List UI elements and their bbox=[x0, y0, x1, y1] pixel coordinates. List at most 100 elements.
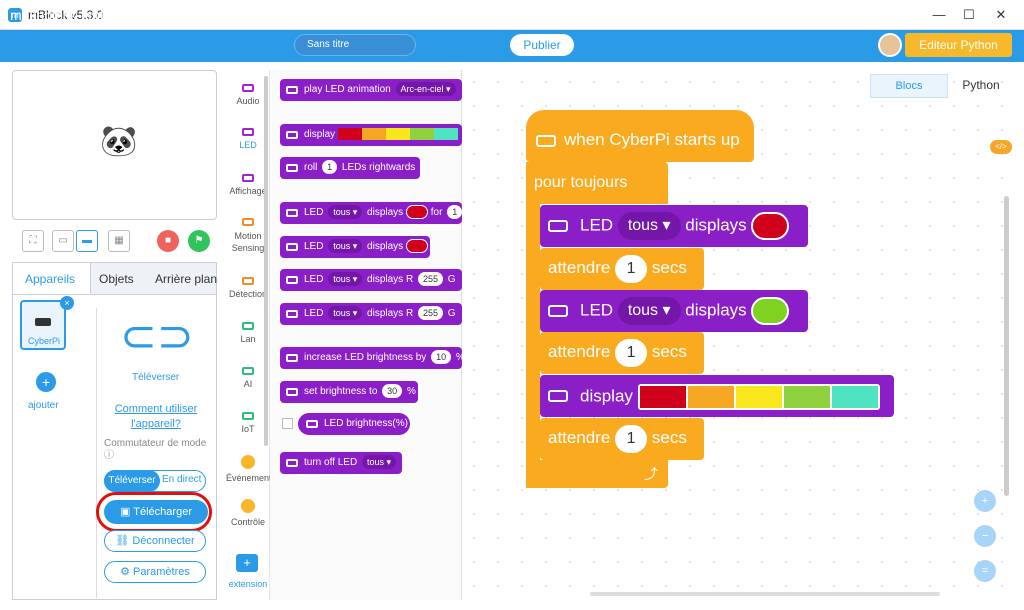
r-value[interactable]: 255 bbox=[417, 306, 443, 320]
block-turn-off-led[interactable]: turn off LED tous ▾ bbox=[280, 452, 402, 474]
turn-off-dropdown[interactable]: tous ▾ bbox=[361, 455, 396, 469]
led-brightness-checkbox[interactable] bbox=[282, 418, 293, 429]
category-scrollbar[interactable] bbox=[264, 76, 268, 446]
python-editor-button[interactable]: Editeur Python bbox=[905, 33, 1012, 57]
publish-button[interactable]: Publier bbox=[510, 34, 574, 56]
tab-python[interactable]: Python bbox=[962, 78, 1000, 92]
block-led-displays-for[interactable]: LED tous ▾ displays for 1 bbox=[280, 202, 462, 224]
swatch-yellow[interactable] bbox=[735, 386, 782, 408]
more-menu[interactable]: ••• bbox=[858, 8, 871, 22]
tab-blocks[interactable]: Blocs bbox=[870, 74, 948, 98]
green-flag-button[interactable]: ⚑ bbox=[188, 230, 210, 252]
settings-button[interactable]: ⚙ Paramètres bbox=[104, 561, 206, 583]
swatch-red[interactable] bbox=[337, 128, 362, 141]
workspace-vertical-scrollbar[interactable] bbox=[1004, 196, 1009, 496]
script-display-colors[interactable]: display bbox=[540, 375, 894, 417]
roll-number[interactable]: 1 bbox=[322, 160, 338, 174]
mode-upload-option[interactable]: Téléverser bbox=[104, 470, 160, 492]
block-increase-brightness[interactable]: increase LED brightness by 10 % bbox=[280, 347, 462, 369]
disconnect-button[interactable]: ⛓ Déconnecter bbox=[104, 530, 206, 552]
block-led-brightness-reporter[interactable]: LED brightness(%) bbox=[298, 413, 410, 435]
category-control[interactable]: Contrôle bbox=[226, 499, 270, 527]
block-roll-leds[interactable]: roll 1 LEDs rightwards bbox=[280, 157, 420, 179]
category-iot[interactable]: IoT bbox=[226, 412, 270, 434]
block-led-displays-rgb-2[interactable]: LED tous ▾ displays R 255 G bbox=[280, 303, 462, 325]
block-led-displays[interactable]: LED tous ▾ displays bbox=[280, 236, 430, 258]
brightness-value[interactable]: 30 bbox=[382, 384, 403, 398]
download-button[interactable]: ▣ Télécharger bbox=[104, 500, 208, 524]
add-device-button[interactable]: + bbox=[36, 372, 56, 392]
fullscreen-icon[interactable]: ⛶ bbox=[22, 230, 44, 252]
block-play-led-animation[interactable]: play LED animation Arc-en-ciel ▾ bbox=[280, 79, 462, 101]
block-set-brightness[interactable]: set brightness to 30 % bbox=[280, 381, 418, 403]
category-detection[interactable]: Détection bbox=[226, 277, 270, 299]
category-motion-sensing[interactable]: Motion Sensing bbox=[226, 218, 270, 254]
script-wait-1[interactable]: attendre 1 secs bbox=[540, 248, 704, 290]
led-select-dropdown[interactable]: tous ▾ bbox=[328, 272, 363, 286]
color-picker[interactable] bbox=[405, 239, 428, 254]
device-card-cyberpi[interactable]: CyberPi bbox=[20, 300, 66, 350]
block-led-displays-rgb[interactable]: LED tous ▾ displays R 255 G bbox=[280, 269, 462, 291]
led-select-dropdown[interactable]: tous ▾ bbox=[328, 205, 363, 219]
project-title-input[interactable]: Sans titre bbox=[294, 34, 416, 56]
extension-add-icon[interactable]: + bbox=[236, 554, 258, 572]
for-number[interactable]: 1 bbox=[447, 205, 462, 219]
zoom-reset-icon[interactable]: = bbox=[974, 560, 996, 582]
close-window-button[interactable]: ✕ bbox=[995, 7, 1007, 22]
tutorials-button[interactable]: ▤ Tutoriels bbox=[730, 8, 791, 22]
r-value[interactable]: 255 bbox=[417, 272, 443, 286]
edit-menu[interactable]: ✎ Éditer bbox=[234, 8, 279, 22]
color-picker[interactable] bbox=[405, 205, 428, 220]
workspace-horizontal-scrollbar[interactable] bbox=[590, 592, 940, 596]
small-stage-icon[interactable]: ▭ bbox=[52, 230, 74, 252]
wait-seconds-input[interactable]: 1 bbox=[615, 339, 648, 367]
script-wait-3[interactable]: attendre 1 secs bbox=[540, 418, 704, 460]
animation-dropdown[interactable]: Arc-en-ciel ▾ bbox=[395, 82, 456, 96]
stop-button[interactable]: ■ bbox=[157, 230, 179, 252]
swatch-red[interactable] bbox=[639, 386, 686, 408]
script-wait-2[interactable]: attendre 1 secs bbox=[540, 332, 704, 374]
maximize-button[interactable]: ☐ bbox=[963, 7, 975, 22]
tab-background[interactable]: Arrière plan bbox=[155, 272, 218, 286]
led-select-dropdown[interactable]: tous ▾ bbox=[328, 306, 363, 320]
tab-devices[interactable]: Appareils bbox=[25, 272, 76, 286]
swatch-teal[interactable] bbox=[831, 386, 878, 408]
code-toggle-icon[interactable]: </> bbox=[990, 140, 1012, 154]
language-globe-icon[interactable]: ⊕ bbox=[152, 6, 163, 21]
large-stage-icon[interactable]: ▬ bbox=[76, 230, 98, 252]
swatch-orange[interactable] bbox=[687, 386, 734, 408]
script-led-green[interactable]: LED tous ▾ displays bbox=[540, 290, 808, 332]
panda-sprite[interactable]: 🐼 bbox=[100, 125, 138, 158]
grid-icon[interactable]: ▦ bbox=[108, 230, 130, 252]
save-button[interactable]: ▣ Enregistrer bbox=[434, 8, 508, 22]
add-device-label[interactable]: ajouter bbox=[28, 400, 59, 411]
feedback-button[interactable]: ▭ Retours bbox=[797, 8, 854, 22]
category-lan[interactable]: Lan bbox=[226, 322, 270, 344]
tab-objects[interactable]: Objets bbox=[99, 272, 134, 286]
remove-device-icon[interactable]: × bbox=[60, 296, 74, 310]
swatch-orange[interactable] bbox=[361, 128, 386, 141]
mode-live-option[interactable]: En direct bbox=[162, 474, 202, 485]
swatch-teal[interactable] bbox=[433, 128, 458, 141]
avatar[interactable] bbox=[878, 33, 902, 57]
category-led[interactable]: LED bbox=[226, 128, 270, 150]
category-events[interactable]: Événements bbox=[226, 455, 270, 483]
brightness-increment[interactable]: 10 bbox=[431, 350, 452, 364]
zoom-in-icon[interactable]: + bbox=[974, 490, 996, 512]
color-green-picker[interactable] bbox=[751, 297, 790, 325]
stage-canvas[interactable] bbox=[12, 70, 217, 220]
led-select-dropdown[interactable]: tous ▾ bbox=[328, 239, 363, 253]
help-link[interactable]: Comment utiliser l'appareil? bbox=[114, 403, 198, 430]
swatch-yellow[interactable] bbox=[385, 128, 410, 141]
wait-seconds-input[interactable]: 1 bbox=[615, 425, 648, 453]
block-display-colors[interactable]: display bbox=[280, 124, 462, 146]
file-menu[interactable]: ▰ Fichier bbox=[176, 8, 225, 22]
led-select-dropdown[interactable]: tous ▾ bbox=[617, 297, 681, 326]
script-led-red[interactable]: LED tous ▾ displays bbox=[540, 205, 808, 247]
wait-seconds-input[interactable]: 1 bbox=[615, 255, 648, 283]
category-extension[interactable]: extension bbox=[228, 579, 268, 589]
led-select-dropdown[interactable]: tous ▾ bbox=[617, 212, 681, 241]
category-audio[interactable]: Audio bbox=[226, 84, 270, 106]
color-red-picker[interactable] bbox=[751, 212, 790, 240]
category-ai[interactable]: AI bbox=[226, 367, 270, 389]
